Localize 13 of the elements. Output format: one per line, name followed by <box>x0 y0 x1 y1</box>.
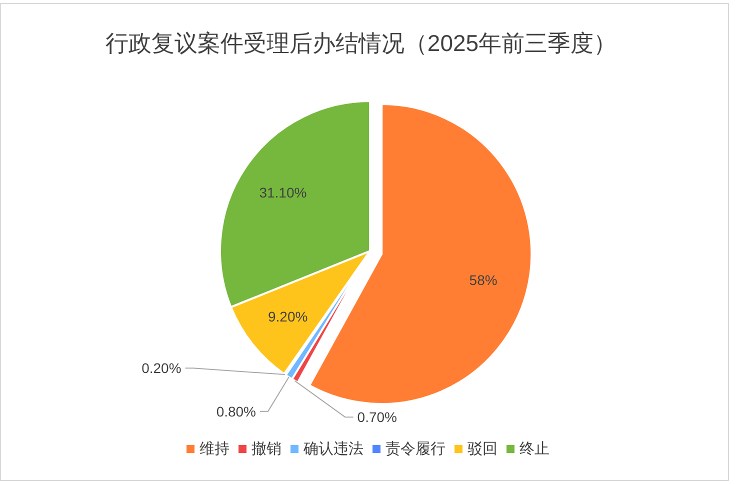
data-label: 0.80% <box>216 403 256 420</box>
data-label: 0.70% <box>357 409 397 426</box>
data-label: 9.20% <box>268 308 308 324</box>
legend-label: 责令履行 <box>386 440 446 458</box>
data-label: 0.20% <box>142 360 182 376</box>
legend-label: 驳回 <box>468 440 498 458</box>
data-label: 31.10% <box>259 184 307 200</box>
legend-label: 撤销 <box>252 440 282 458</box>
title: 行政复议案件受理后办结情况（2025年前三季度） <box>105 30 617 56</box>
legend-label: 维持 <box>200 440 230 458</box>
data-label: 58% <box>469 272 498 288</box>
legend-label: 确认违法 <box>304 440 364 458</box>
legend-label: 终止 <box>520 440 550 458</box>
